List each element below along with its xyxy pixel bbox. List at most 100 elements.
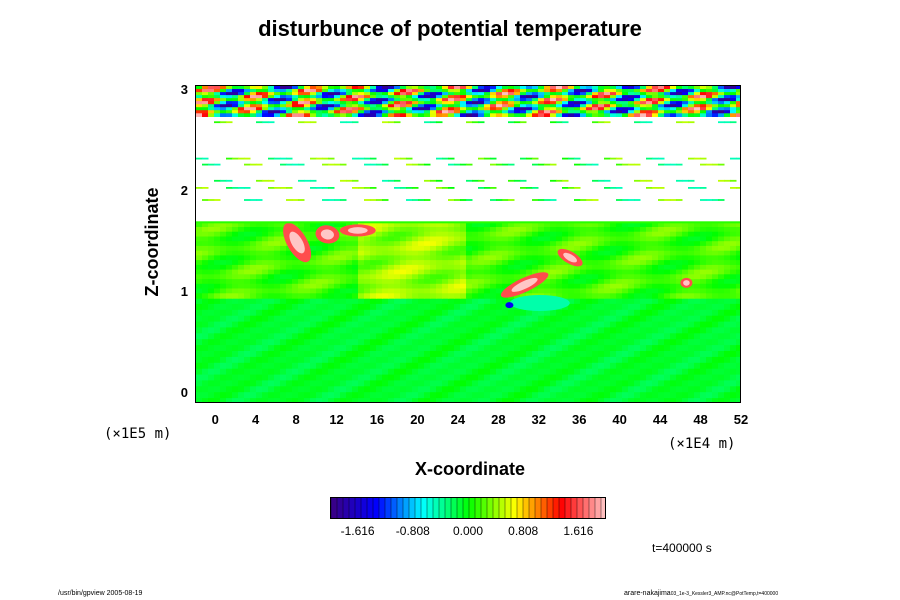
band-segment xyxy=(544,199,551,201)
field-cell xyxy=(202,269,209,275)
field-cell xyxy=(310,227,317,233)
field-cell xyxy=(424,339,431,346)
field-cell xyxy=(706,368,713,376)
field-cell xyxy=(208,241,215,247)
field-cell xyxy=(244,279,251,285)
field-cell xyxy=(634,231,641,238)
field-cell xyxy=(286,113,293,117)
field-cell xyxy=(646,345,653,352)
field-cell xyxy=(292,333,299,340)
field-cell xyxy=(544,89,551,93)
field-cell xyxy=(214,303,221,311)
field-cell xyxy=(316,222,323,228)
field-cell xyxy=(214,264,221,271)
field-cell xyxy=(652,98,659,102)
field-cell xyxy=(706,293,713,299)
field-cell xyxy=(532,362,539,370)
field-cell xyxy=(730,398,737,402)
field-cell xyxy=(646,374,653,382)
field-cell xyxy=(418,98,425,102)
field-cell xyxy=(238,309,245,317)
field-cell xyxy=(394,392,401,399)
field-cell xyxy=(688,245,695,252)
field-cell xyxy=(538,309,545,317)
field-cell xyxy=(664,293,671,299)
field-cell xyxy=(628,327,635,334)
field-cell xyxy=(484,89,491,93)
field-cell xyxy=(646,269,653,275)
field-cell xyxy=(328,107,335,111)
field-cell xyxy=(646,327,653,334)
field-cell xyxy=(232,368,239,376)
field-cell xyxy=(598,236,605,242)
field-cell xyxy=(616,98,623,102)
field-cell xyxy=(598,113,605,117)
field-cell xyxy=(598,98,605,102)
field-cell xyxy=(376,104,383,108)
field-cell xyxy=(250,333,257,340)
field-cell xyxy=(646,274,653,280)
field-cell xyxy=(214,356,221,364)
field-cell xyxy=(688,315,695,323)
field-cell xyxy=(622,356,629,364)
field-cell xyxy=(706,288,713,294)
field-cell xyxy=(556,356,563,364)
field-cell xyxy=(256,386,263,393)
field-cell xyxy=(616,264,623,271)
field-cell xyxy=(376,92,383,96)
field-cell xyxy=(196,227,203,233)
field-cell xyxy=(214,398,221,402)
field-cell xyxy=(526,222,533,228)
field-cell xyxy=(514,321,521,329)
field-cell xyxy=(628,398,635,402)
field-cell xyxy=(388,303,395,311)
field-cell xyxy=(238,356,245,364)
field-cell xyxy=(550,279,557,285)
field-cell xyxy=(556,98,563,102)
band-segment xyxy=(226,187,233,189)
field-cell xyxy=(700,333,707,340)
field-cell xyxy=(508,250,515,257)
field-cell xyxy=(658,113,665,117)
field-cell xyxy=(268,333,275,340)
field-cell xyxy=(388,279,395,285)
field-cell xyxy=(310,222,317,228)
field-cell xyxy=(616,362,623,370)
band-segment xyxy=(622,163,629,166)
field-cell xyxy=(430,250,437,257)
field-cell xyxy=(376,351,383,358)
field-cell xyxy=(562,392,569,399)
field-cell xyxy=(202,255,209,261)
field-cell xyxy=(700,368,707,376)
field-cell xyxy=(556,374,563,382)
field-cell xyxy=(208,101,215,105)
field-cell xyxy=(508,104,515,108)
field-cell xyxy=(286,298,293,305)
field-cell xyxy=(598,245,605,252)
field-cell xyxy=(418,333,425,340)
colorbar-swatch xyxy=(415,498,422,518)
field-cell xyxy=(508,227,515,233)
field-cell xyxy=(574,327,581,334)
field-cell xyxy=(478,309,485,317)
band-segment xyxy=(730,187,737,189)
field-cell xyxy=(436,398,443,402)
band-segment xyxy=(682,179,689,182)
field-cell xyxy=(274,222,281,228)
field-cell xyxy=(226,236,233,242)
field-cell xyxy=(634,345,641,352)
field-cell xyxy=(562,89,569,93)
field-cell xyxy=(268,95,275,99)
band-segment xyxy=(304,179,311,182)
field-cell xyxy=(574,315,581,323)
field-cell xyxy=(382,113,389,117)
field-cell xyxy=(340,92,347,96)
field-cell xyxy=(322,345,329,352)
field-cell xyxy=(208,260,215,266)
field-cell xyxy=(556,321,563,329)
field-cell xyxy=(466,374,473,382)
field-cell xyxy=(736,321,740,329)
field-cell xyxy=(508,315,515,323)
field-cell xyxy=(364,110,371,114)
field-cell xyxy=(280,250,287,257)
